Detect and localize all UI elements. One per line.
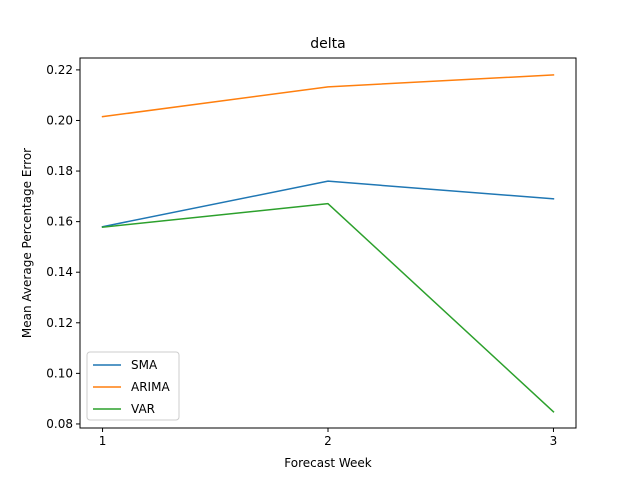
x-axis-label: Forecast Week [284,456,372,470]
legend-box [86,351,180,421]
y-axis-ticks: 0.08 0.10 0.12 0.14 0.16 0.18 0.20 0.22 [46,63,80,431]
y-tick-label: 0.16 [46,215,73,229]
y-tick-label: 0.14 [46,265,73,279]
series-line-arima [101,74,555,118]
chart-title: delta [310,36,345,52]
legend: SMA ARIMA VAR [86,351,180,421]
y-tick-label: 0.12 [46,316,73,330]
y-tick-label: 0.20 [46,113,73,127]
legend-label-sma: SMA [131,358,158,372]
legend-items: SMA ARIMA VAR [93,358,170,416]
x-tick-label: 1 [99,434,107,448]
series-line-sma [101,180,555,228]
x-tick-label: 2 [324,434,332,448]
series-layer [101,74,555,413]
series-line-var [101,202,555,413]
x-tick-label: 3 [550,434,558,448]
x-axis-ticks: 1 2 3 [99,428,558,448]
y-tick-label: 0.22 [46,63,73,77]
y-tick-label: 0.10 [46,366,73,380]
y-axis-label: Mean Average Percentage Error [20,148,34,338]
y-tick-label: 0.08 [46,417,73,431]
legend-label-var: VAR [131,402,155,416]
y-tick-label: 0.18 [46,164,73,178]
legend-label-arima: ARIMA [131,380,170,394]
